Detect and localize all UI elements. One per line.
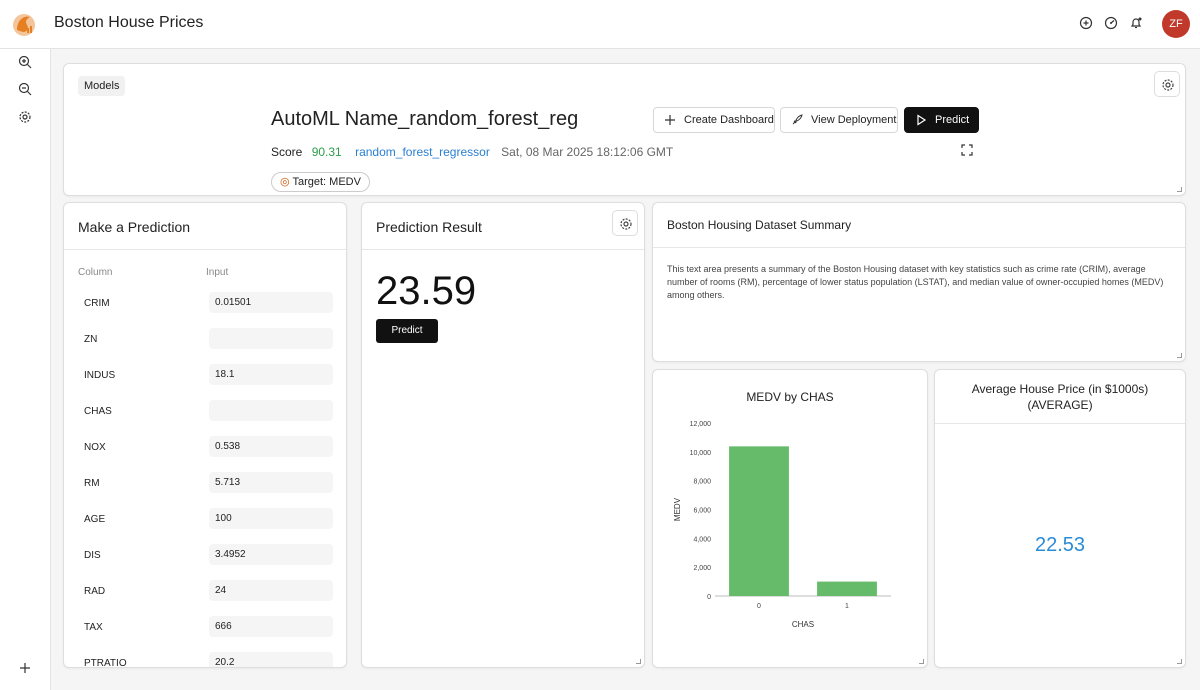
y-axis-label: MEDV — [673, 497, 682, 521]
create-dashboard-label: Create Dashboard — [684, 114, 774, 126]
add-icon[interactable] — [18, 661, 32, 675]
divider — [64, 249, 346, 250]
prediction-result-card: Prediction Result 23.59 Predict — [361, 202, 645, 668]
divider — [935, 423, 1185, 424]
notification-bell-icon[interactable] — [1129, 16, 1143, 30]
input-dis[interactable]: 3.4952 — [209, 544, 333, 565]
row-label-nox: NOX — [84, 442, 106, 453]
model-timestamp: Sat, 08 Mar 2025 18:12:06 GMT — [501, 145, 674, 159]
row-label-tax: TAX — [84, 622, 103, 633]
y-tick-label: 8,000 — [693, 479, 711, 486]
settings-gear-icon[interactable] — [18, 110, 32, 124]
row-label-dis: DIS — [84, 550, 101, 561]
resize-handle[interactable] — [1177, 187, 1182, 192]
row-label-crim: CRIM — [84, 298, 110, 309]
models-tab[interactable]: Models — [78, 76, 126, 96]
y-tick-label: 10,000 — [690, 450, 712, 457]
input-age[interactable]: 100 — [209, 508, 333, 529]
y-tick-label: 4,000 — [693, 536, 711, 543]
create-dashboard-button[interactable]: Create Dashboard — [653, 107, 775, 133]
kpi-title: Average House Price (in $1000s) (AVERAGE… — [971, 382, 1149, 412]
y-tick-label: 2,000 — [693, 565, 711, 572]
y-tick-label: 12,000 — [690, 421, 712, 428]
app-title: Boston House Prices — [54, 14, 204, 31]
view-deployment-label: View Deployment — [811, 114, 897, 126]
input-nox[interactable]: 0.538 — [209, 436, 333, 457]
gear-icon — [620, 218, 632, 230]
x-axis-label: CHAS — [792, 620, 814, 629]
model-card: Models AutoML Name_random_forest_reg Cre… — [63, 63, 1186, 196]
zoom-in-icon[interactable] — [18, 55, 32, 69]
predict-label: Predict — [935, 114, 970, 126]
score-label: Score — [271, 145, 303, 159]
x-tick-label: 0 — [757, 603, 761, 610]
kpi-value: 22.53 — [1034, 534, 1086, 556]
predict-button[interactable]: Predict — [904, 107, 979, 133]
add-circle-icon[interactable] — [1079, 16, 1093, 30]
zoom-out-icon[interactable] — [18, 82, 32, 96]
row-label-indus: INDUS — [84, 370, 116, 381]
input-chas[interactable] — [209, 400, 333, 421]
x-tick-label: 1 — [845, 603, 849, 610]
dataset-summary-card: Boston Housing Dataset Summary This text… — [652, 202, 1186, 362]
bar-chart: 0 2,000 4,000 6,000 8,000 10,000 12,000 0 1 CHAS M… — [673, 421, 891, 629]
view-deployment-button[interactable]: View Deployment — [780, 107, 898, 133]
target-label: Target: MEDV — [292, 176, 361, 188]
left-sidebar — [0, 49, 51, 690]
plus-icon — [665, 115, 675, 125]
model-meta-row: Score 90.31 random_forest_regressor Sat,… — [271, 145, 679, 159]
row-label-ptratio: PTRATIO — [84, 658, 127, 668]
top-bar: Boston House Prices ZF — [0, 0, 1200, 49]
row-label-age: AGE — [84, 514, 106, 525]
resize-handle[interactable] — [1177, 659, 1182, 664]
row-label-chas: CHAS — [84, 406, 112, 417]
target-icon: ◎ — [280, 176, 290, 188]
expand-icon[interactable] — [961, 144, 973, 156]
divider — [362, 249, 644, 250]
y-tick-label: 0 — [707, 594, 711, 601]
score-value: 90.31 — [311, 145, 342, 159]
prediction-value: 23.59 — [376, 269, 477, 313]
summary-title: Boston Housing Dataset Summary — [667, 218, 852, 232]
input-ptratio[interactable]: 20.2 — [209, 652, 333, 667]
prediction-form-title: Make a Prediction — [78, 219, 191, 235]
model-name: AutoML Name_random_forest_reg — [271, 108, 579, 130]
summary-text: This text area presents a summary of the… — [667, 264, 1164, 300]
dashboard-gauge-icon[interactable] — [1104, 16, 1118, 30]
predict-result-button[interactable]: Predict — [376, 319, 438, 343]
target-badge: ◎ Target: MEDV — [271, 172, 370, 192]
user-avatar[interactable]: ZF — [1162, 10, 1190, 38]
input-tax[interactable]: 666 — [209, 616, 333, 637]
row-label-zn: ZN — [84, 334, 98, 345]
bar-chas-0 — [729, 446, 789, 596]
play-icon — [917, 114, 927, 126]
input-indus[interactable]: 18.1 — [209, 364, 333, 385]
divider — [653, 247, 1185, 248]
input-rm[interactable]: 5.713 — [209, 472, 333, 493]
gear-icon — [1162, 79, 1174, 91]
model-settings-button[interactable] — [1154, 71, 1180, 97]
avg-price-card: Average House Price (in $1000s) (AVERAGE… — [934, 369, 1186, 668]
input-crim[interactable]: 0.01501 — [209, 292, 333, 313]
algorithm-link[interactable]: random_forest_regressor — [355, 145, 490, 159]
resize-handle[interactable] — [1177, 353, 1182, 358]
prediction-result-title: Prediction Result — [376, 219, 482, 235]
bar-chas-1 — [817, 581, 877, 596]
row-label-rm: RM — [84, 478, 100, 489]
input-zn[interactable] — [209, 328, 333, 349]
input-rad[interactable]: 24 — [209, 580, 333, 601]
app-logo-icon[interactable] — [10, 10, 38, 38]
y-tick-label: 6,000 — [693, 508, 711, 515]
input-header: Input — [206, 267, 229, 278]
row-label-rad: RAD — [84, 586, 106, 597]
column-header: Column — [78, 267, 113, 278]
chart-title: MEDV by CHAS — [746, 390, 834, 404]
medv-chart-card: MEDV by CHAS 0 2,000 4,000 6,000 8,000 10,000… — [652, 369, 928, 668]
resize-handle[interactable] — [636, 659, 641, 664]
result-settings-button[interactable] — [612, 210, 638, 236]
prediction-form-card: Make a Prediction Column Input CRIM 0.01… — [63, 202, 347, 668]
resize-handle[interactable] — [919, 659, 924, 664]
rocket-icon — [792, 114, 803, 125]
